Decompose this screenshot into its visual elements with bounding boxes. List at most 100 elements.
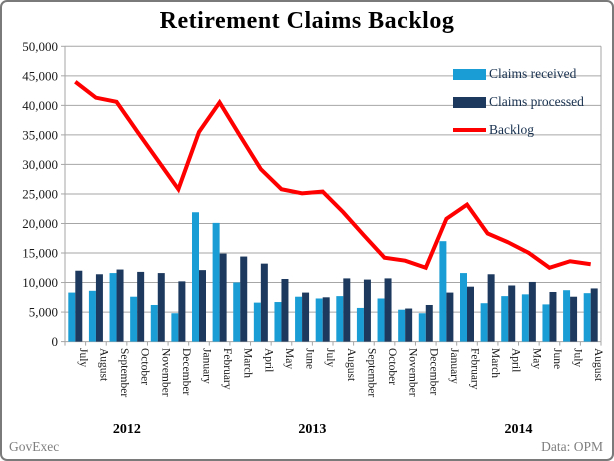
x-tick-label-month: August	[345, 348, 357, 382]
x-tick-label-month: July	[324, 348, 336, 367]
x-tick-label-month: January	[201, 348, 213, 384]
x-tick-label-month: July	[572, 348, 584, 367]
backlog-line-swatch	[453, 128, 486, 132]
bar-claims-received	[398, 309, 406, 342]
y-tick-label: 40,000	[22, 98, 58, 113]
bar-claims-received	[192, 212, 199, 342]
bar-claims-processed	[384, 278, 392, 342]
bar-claims-processed	[302, 292, 310, 342]
bar-claims-received	[315, 298, 323, 342]
x-tick-label-month: October	[139, 348, 151, 385]
bar-claims-processed	[178, 281, 186, 342]
bar-claims-processed	[487, 274, 495, 342]
bar-claims-received	[501, 296, 509, 342]
x-tick-label-month: September	[365, 348, 377, 397]
bar-claims-received	[460, 273, 467, 342]
x-year-label: 2014	[505, 422, 533, 437]
y-tick-label: 45,000	[22, 68, 58, 83]
bar-claims-processed	[467, 286, 474, 342]
x-tick-label-month: February	[469, 348, 481, 390]
data-attribution: Data: OPM	[541, 439, 603, 454]
claims-received-swatch	[453, 68, 486, 80]
y-tick-label: 30,000	[22, 157, 58, 172]
bar-claims-processed	[363, 279, 371, 342]
bar-claims-received	[171, 313, 179, 342]
x-tick-label-month: January	[448, 348, 460, 384]
chart-title: Retirement Claims Backlog	[159, 8, 455, 34]
legend-item-claims-received: Claims received	[453, 60, 584, 88]
x-tick-label-month: September	[118, 348, 130, 397]
bar-claims-received	[336, 296, 344, 342]
bar-claims-received	[356, 307, 364, 342]
bar-claims-received	[583, 293, 591, 342]
x-tick-label-month: February	[221, 348, 233, 390]
y-tick-label: 15,000	[22, 246, 58, 261]
bar-claims-processed	[157, 273, 165, 342]
legend-item-backlog: Backlog	[453, 116, 584, 144]
bar-claims-received	[253, 302, 261, 342]
x-tick-label-month: November	[407, 348, 419, 397]
bar-claims-received	[274, 302, 282, 342]
bar-claims-processed	[508, 285, 516, 342]
x-tick-label-month: November	[159, 348, 171, 397]
bar-claims-processed	[570, 296, 578, 342]
x-tick-label-month: December	[180, 348, 192, 395]
x-tick-label-month: June	[551, 348, 563, 369]
bar-claims-received	[109, 273, 117, 342]
legend-label-claims-received: Claims received	[489, 66, 577, 81]
bar-claims-received	[480, 303, 488, 342]
bar-claims-processed	[95, 274, 103, 342]
x-tick-label-month: May	[530, 348, 542, 369]
x-year-label: 2012	[113, 422, 141, 437]
legend-item-claims-processed: Claims processed	[453, 88, 584, 116]
legend: Claims received Claims processed Backlog	[453, 60, 584, 144]
bar-claims-processed	[322, 297, 330, 342]
bar-claims-received	[295, 296, 303, 342]
x-tick-label-month: August	[592, 348, 604, 382]
bar-claims-received	[418, 313, 426, 342]
bar-claims-processed	[590, 288, 598, 342]
bar-claims-processed	[425, 304, 433, 342]
x-year-label: 2013	[298, 422, 326, 437]
bar-claims-received	[521, 294, 529, 342]
x-tick-label-month: April	[510, 348, 522, 372]
x-tick-label-month: March	[489, 348, 501, 378]
bar-claims-processed	[549, 291, 557, 342]
y-tick-label: 25,000	[22, 186, 58, 201]
bar-claims-processed	[528, 281, 536, 342]
bar-claims-received	[563, 290, 571, 342]
x-tick-label-month: October	[386, 348, 398, 385]
y-tick-label: 35,000	[22, 127, 58, 142]
y-tick-label: 0	[52, 334, 59, 349]
bar-claims-received	[68, 292, 76, 342]
x-tick-label-month: March	[242, 348, 254, 378]
y-tick-label: 5,000	[29, 305, 58, 320]
bar-claims-processed	[219, 253, 227, 342]
bar-claims-received	[212, 222, 220, 342]
bar-claims-processed	[446, 292, 454, 342]
bar-claims-processed	[281, 278, 289, 342]
bar-claims-received	[233, 282, 241, 342]
bar-claims-processed	[137, 271, 145, 342]
x-tick-label-month: April	[262, 348, 274, 372]
source-credit: GovExec	[9, 439, 60, 454]
y-tick-label: 50,000	[22, 39, 58, 54]
x-tick-label-month: June	[304, 348, 316, 369]
legend-label-backlog: Backlog	[489, 122, 534, 137]
bar-claims-received	[150, 304, 158, 342]
x-tick-label-month: December	[427, 348, 439, 395]
bar-claims-received	[377, 298, 385, 342]
bar-claims-processed	[240, 256, 248, 342]
bar-claims-processed	[75, 270, 83, 342]
bar-claims-processed	[116, 269, 124, 342]
bar-claims-received	[88, 290, 96, 342]
x-tick-label-month: July	[77, 348, 89, 367]
bar-claims-processed	[405, 308, 413, 342]
bar-claims-processed	[260, 263, 268, 342]
bar-claims-processed	[199, 270, 206, 342]
bar-claims-received	[439, 241, 447, 342]
bar-claims-received	[542, 304, 550, 342]
y-tick-label: 20,000	[22, 216, 58, 231]
